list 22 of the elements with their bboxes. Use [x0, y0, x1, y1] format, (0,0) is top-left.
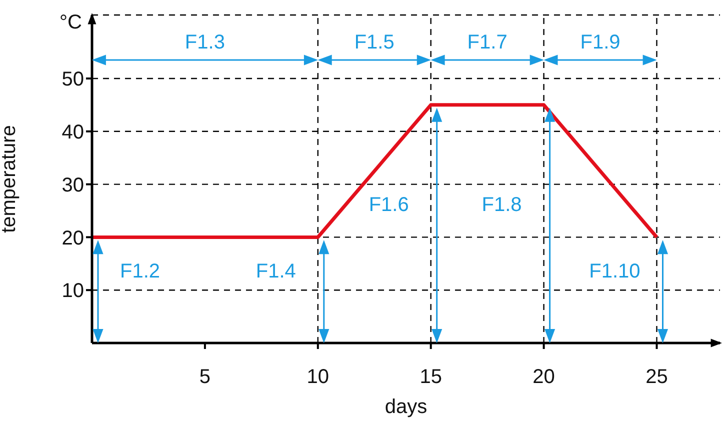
- y-tick-label: 40: [62, 121, 84, 144]
- annotation: F1.6: [368, 194, 409, 216]
- x-tick-label: 25: [646, 366, 668, 388]
- annotation: F1.5: [354, 31, 394, 54]
- x-tick-label: 10: [306, 366, 330, 388]
- annotation: F1.7: [467, 31, 508, 54]
- y-tick-label: 10: [62, 280, 84, 302]
- y-tick-label: 20: [62, 227, 84, 250]
- annotation: F1.10: [589, 260, 640, 282]
- x-tick-label: 5: [199, 366, 211, 388]
- annotation: F1.8: [482, 194, 522, 216]
- annotation: F1.4: [256, 260, 296, 282]
- annotation: F1.9: [580, 31, 620, 54]
- annotation: F1.3: [184, 31, 225, 54]
- x-tick-label: 20: [532, 366, 555, 388]
- x-tick-label: 15: [420, 366, 442, 388]
- x-axis-title: days: [384, 396, 428, 418]
- y-tick-label: 30: [62, 174, 84, 196]
- y-axis-title: temperature: [0, 125, 20, 233]
- text: °C: [60, 11, 82, 34]
- y-tick-label: 50: [62, 68, 84, 91]
- annotation: F1.2: [120, 260, 160, 282]
